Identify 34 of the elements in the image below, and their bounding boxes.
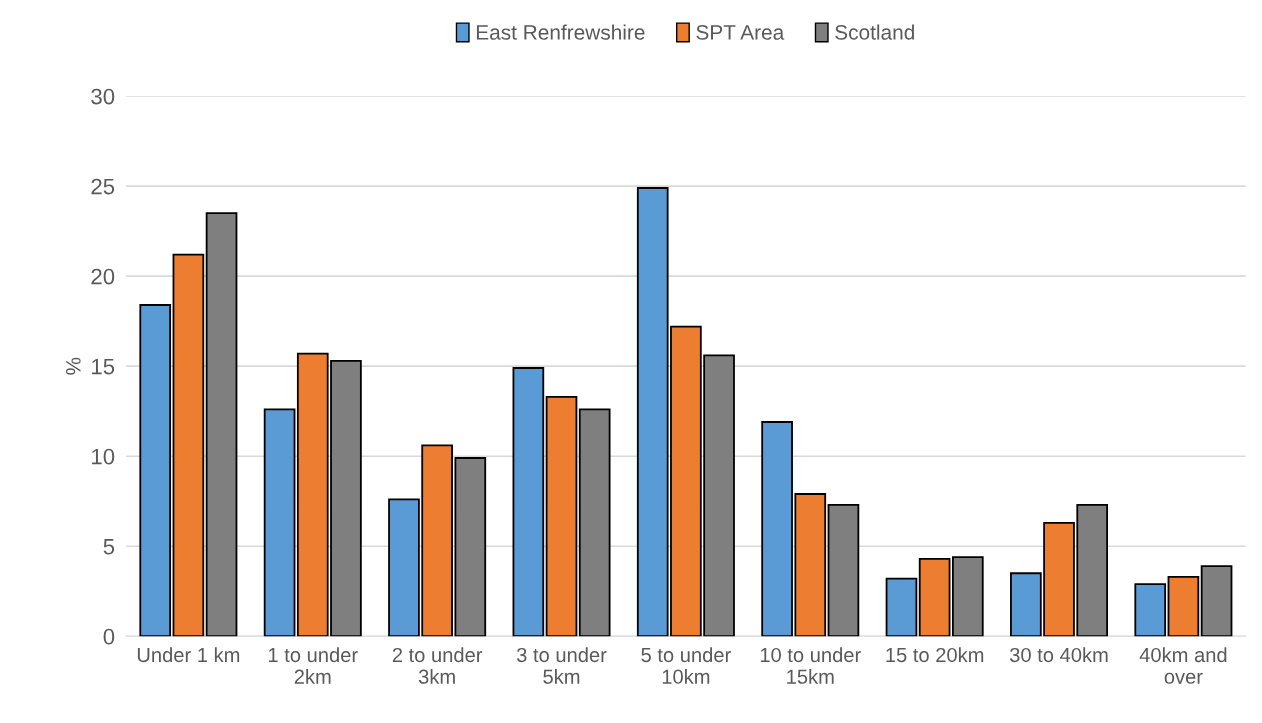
x-tick-label: 2 to under 3km <box>392 647 483 684</box>
bar <box>263 408 296 637</box>
bar <box>827 503 860 637</box>
legend-label: SPT Area <box>696 25 785 40</box>
y-tick-label: 0 <box>103 628 115 645</box>
x-tick-label: 30 to 40km <box>1009 647 1108 663</box>
bar <box>951 556 984 637</box>
legend-label: Scotland <box>835 24 914 40</box>
x-tick-label: 3 to under 5km <box>516 647 607 684</box>
y-tick-label: 5 <box>103 538 115 555</box>
x-tick-label: 15 to 20km <box>886 647 984 663</box>
bar <box>512 367 545 637</box>
y-tick-label: 25 <box>91 178 115 195</box>
y-tick-label: 15 <box>92 358 115 375</box>
bar <box>578 408 611 637</box>
bar <box>1134 583 1167 637</box>
x-tick-label: 10 to under 15km <box>760 647 861 684</box>
x-tick-label: 40km and over <box>1139 647 1227 684</box>
bar <box>885 577 918 637</box>
bar <box>205 212 238 637</box>
x-tick-label: 1 to under 2km <box>268 647 358 684</box>
y-tick-label: 20 <box>91 268 115 285</box>
y-tick-label: 10 <box>92 448 115 465</box>
bar <box>139 304 172 637</box>
x-tick-label: Under 1 km <box>137 647 240 663</box>
bar <box>545 395 578 637</box>
legend-label: East Renfrewshire <box>476 24 645 40</box>
bar <box>1200 565 1233 637</box>
bar <box>172 253 205 637</box>
bar <box>1167 575 1200 637</box>
bar <box>918 557 951 637</box>
y-tick-label: 30 <box>91 88 115 105</box>
x-tick-label: 5 to under 10km <box>641 647 731 684</box>
y-axis-title: % <box>66 357 81 375</box>
